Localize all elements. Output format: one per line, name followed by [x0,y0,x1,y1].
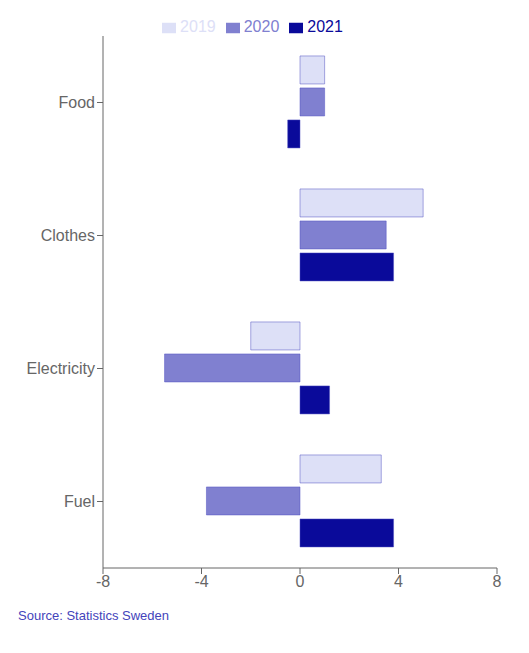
html-text:2021: 2021 [307,18,343,35]
svg-text:Fuel: Fuel [64,493,95,510]
html-text:Source: Statistics Sweden: Source: Statistics Sweden [18,608,169,623]
svg-text:4: 4 [394,573,403,590]
html-text:2020: 2020 [243,18,280,35]
svg-text:0: 0 [296,573,305,590]
svg-text:-8: -8 [96,573,110,590]
svg-text:-4: -4 [194,573,208,590]
html-text:2019: 2019 [180,18,216,35]
svg-text:Food: Food [59,94,95,111]
svg-text:Clothes: Clothes [41,227,95,244]
svg-text:8: 8 [493,573,502,590]
svg-text:Electricity: Electricity [27,360,95,377]
